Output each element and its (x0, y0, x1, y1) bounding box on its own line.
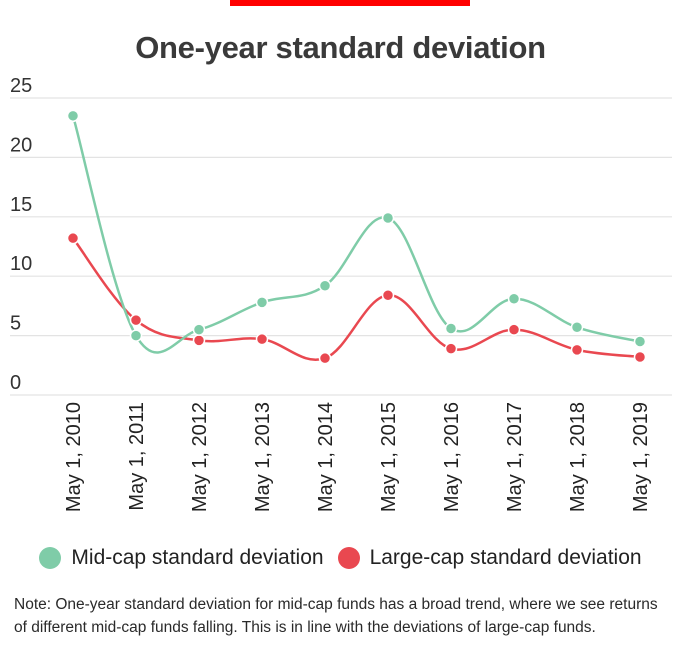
x-tick-label: May 1, 2014 (315, 402, 337, 512)
x-tick-label: May 1, 2018 (567, 402, 589, 512)
large-cap-point[interactable] (66, 231, 80, 245)
large-cap-point[interactable] (255, 332, 269, 346)
chart-title: One-year standard deviation (135, 30, 546, 65)
large-cap-point[interactable] (318, 351, 332, 365)
mid-cap-line (71, 115, 641, 354)
large-cap-point[interactable] (633, 350, 647, 364)
legend-label-mid-cap: Mid-cap standard deviation (71, 546, 324, 569)
large-cap-point[interactable] (570, 343, 584, 357)
large-cap-point[interactable] (444, 342, 458, 355)
x-tick-labels: May 1, 2010 May 1, 2011 May 1, 2012 May 1, … (63, 402, 652, 512)
x-tick-label: May 1, 2013 (252, 402, 274, 512)
large-cap-point[interactable] (192, 334, 206, 347)
mid-cap-point[interactable] (318, 279, 332, 292)
y-tick-label: 5 (10, 313, 21, 335)
x-tick-label: May 1, 2019 (630, 402, 652, 512)
mid-cap-point[interactable] (633, 335, 647, 348)
mid-cap-point[interactable] (507, 292, 521, 306)
top-accent-bar (230, 0, 470, 6)
y-tick-label: 15 (10, 194, 32, 216)
legend: Mid-cap standard deviation Large-cap sta… (0, 546, 681, 570)
x-tick-label: May 1, 2017 (504, 402, 526, 512)
mid-cap-point[interactable] (192, 323, 206, 336)
x-tick-label: May 1, 2016 (441, 402, 463, 512)
mid-cap-point[interactable] (570, 321, 584, 334)
y-tick-label: 0 (10, 372, 21, 394)
legend-swatch-mid-cap (39, 547, 62, 569)
grid-lines (10, 97, 672, 396)
x-tick-label: May 1, 2011 (126, 402, 148, 511)
legend-label-large-cap: Large-cap standard deviation (369, 546, 642, 569)
series-points (66, 109, 647, 365)
x-tick-label: May 1, 2010 (63, 402, 85, 512)
y-tick-label: 10 (10, 253, 32, 275)
series-lines (71, 115, 641, 361)
mid-cap-point[interactable] (444, 322, 458, 335)
mid-cap-point[interactable] (129, 329, 143, 342)
large-cap-point[interactable] (507, 323, 521, 336)
x-tick-label: May 1, 2015 (378, 402, 400, 512)
large-cap-point[interactable] (129, 313, 143, 327)
large-cap-point[interactable] (381, 288, 395, 302)
legend-item-mid-cap[interactable]: Mid-cap standard deviation (39, 546, 324, 570)
legend-swatch-large-cap (337, 547, 360, 569)
legend-item-large-cap[interactable]: Large-cap standard deviation (337, 546, 642, 570)
y-tick-labels: 0 5 10 15 20 25 (10, 75, 32, 394)
y-tick-label: 25 (10, 75, 32, 97)
large-cap-line (72, 237, 641, 361)
mid-cap-point[interactable] (381, 211, 395, 225)
x-tick-label: May 1, 2012 (189, 402, 211, 512)
mid-cap-point[interactable] (255, 296, 269, 309)
mid-cap-point[interactable] (66, 109, 80, 123)
y-tick-label: 20 (10, 134, 32, 156)
chart-note: Note: One-year standard deviation for mi… (14, 596, 658, 636)
